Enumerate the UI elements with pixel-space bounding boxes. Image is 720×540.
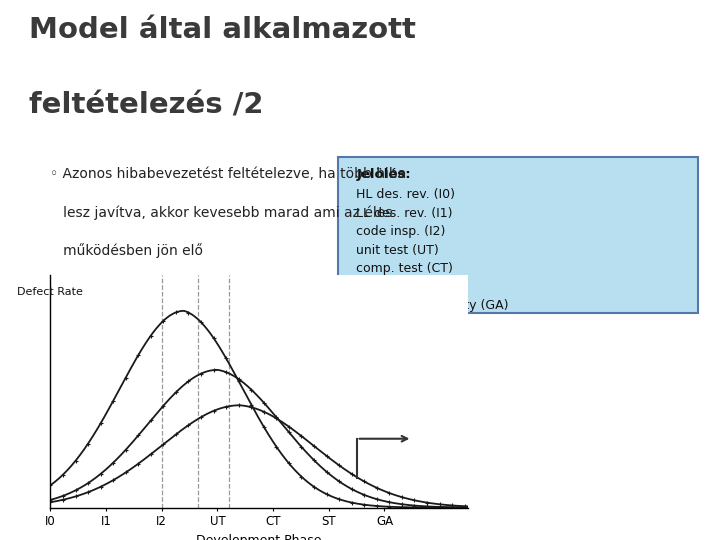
Text: Jelölés:: Jelölés: (356, 167, 411, 180)
Text: LL des. rev. (I1): LL des. rev. (I1) (356, 206, 453, 220)
Text: code insp. (I2): code insp. (I2) (356, 225, 446, 238)
X-axis label: Development Phase: Development Phase (197, 534, 322, 540)
Text: Model által alkalmazott: Model által alkalmazott (29, 16, 415, 44)
Text: működésben jön elő: működésben jön elő (50, 243, 204, 258)
Text: comp. test (CT): comp. test (CT) (356, 262, 454, 275)
Text: Defect Rate: Defect Rate (17, 287, 83, 297)
Text: ◦ Azonos hibabevezetést feltételezve, ha több hiba: ◦ Azonos hibabevezetést feltételezve, ha… (50, 167, 407, 181)
Text: system test (ST): system test (ST) (356, 281, 459, 294)
Text: general-availability (GA): general-availability (GA) (356, 300, 509, 313)
Text: feltételezés /2: feltételezés /2 (29, 92, 264, 120)
FancyBboxPatch shape (338, 157, 698, 313)
Text: HL des. rev. (I0): HL des. rev. (I0) (356, 188, 455, 201)
Text: unit test (UT): unit test (UT) (356, 244, 439, 256)
Text: lesz javítva, akkor kevesebb marad ami az éles: lesz javítva, akkor kevesebb marad ami a… (50, 205, 393, 220)
